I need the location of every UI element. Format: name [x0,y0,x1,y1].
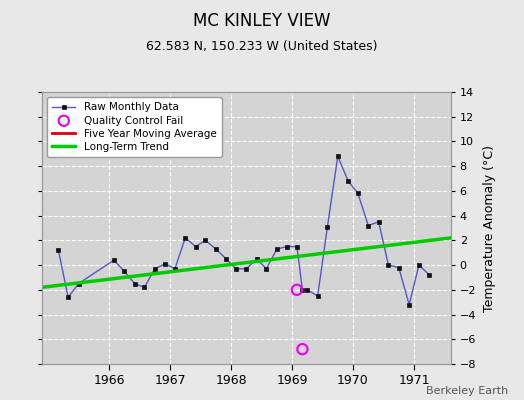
Raw Monthly Data [385,263,391,268]
Raw Monthly Data [172,266,178,271]
Raw Monthly Data [162,262,168,266]
Raw Monthly Data [304,288,310,292]
Line: Raw Monthly Data: Raw Monthly Data [56,154,431,307]
Quality Control Fail [298,346,307,352]
Raw Monthly Data [355,191,361,196]
Text: Berkeley Earth: Berkeley Earth [426,386,508,396]
Raw Monthly Data [365,223,372,228]
Raw Monthly Data [192,244,199,249]
Raw Monthly Data [121,269,127,274]
Raw Monthly Data [75,281,82,286]
Raw Monthly Data [213,247,219,252]
Legend: Raw Monthly Data, Quality Control Fail, Five Year Moving Average, Long-Term Tren: Raw Monthly Data, Quality Control Fail, … [47,97,222,157]
Raw Monthly Data [294,244,300,249]
Raw Monthly Data [202,238,209,243]
Raw Monthly Data [324,224,331,229]
Text: 62.583 N, 150.233 W (United States): 62.583 N, 150.233 W (United States) [146,40,378,53]
Raw Monthly Data [406,302,412,307]
Raw Monthly Data [243,266,249,271]
Raw Monthly Data [55,248,61,253]
Raw Monthly Data [65,295,71,300]
Raw Monthly Data [345,179,351,184]
Raw Monthly Data [223,256,230,261]
Raw Monthly Data [416,263,422,268]
Raw Monthly Data [141,285,148,290]
Raw Monthly Data [335,154,341,159]
Raw Monthly Data [111,258,117,262]
Raw Monthly Data [284,244,290,249]
Raw Monthly Data [254,256,260,261]
Raw Monthly Data [396,265,402,270]
Raw Monthly Data [299,288,305,292]
Raw Monthly Data [132,281,138,286]
Raw Monthly Data [314,294,321,298]
Raw Monthly Data [274,247,280,252]
Raw Monthly Data [182,236,189,240]
Raw Monthly Data [263,266,269,271]
Y-axis label: Temperature Anomaly (°C): Temperature Anomaly (°C) [483,144,496,312]
Raw Monthly Data [376,220,382,224]
Raw Monthly Data [233,266,239,271]
Text: MC KINLEY VIEW: MC KINLEY VIEW [193,12,331,30]
Raw Monthly Data [151,266,158,271]
Quality Control Fail [293,287,301,293]
Raw Monthly Data [426,272,432,277]
